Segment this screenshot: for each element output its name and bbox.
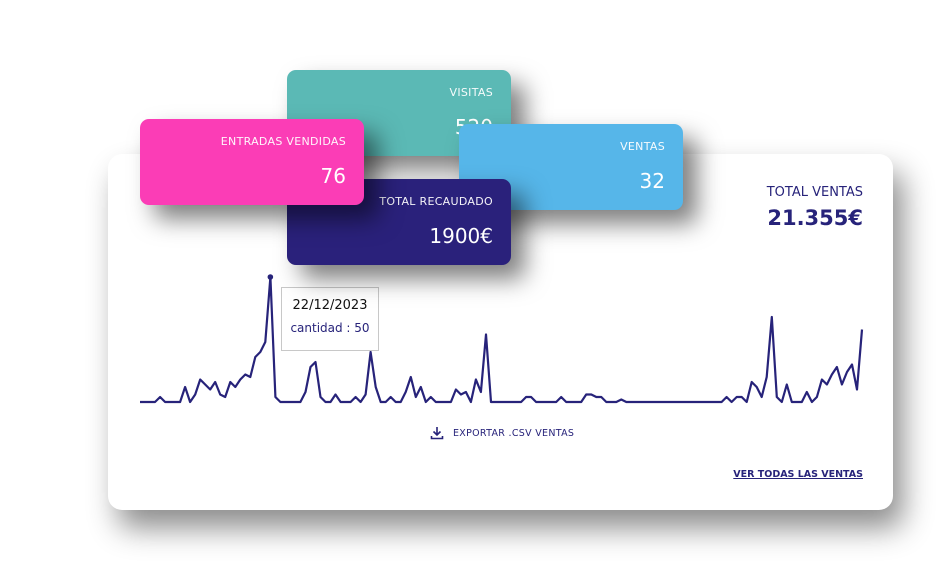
sales-line — [140, 275, 864, 404]
download-icon — [430, 427, 444, 440]
total-value: 21.355€ — [767, 206, 863, 230]
export-link[interactable]: EXPORTAR .CSV VENTAS — [453, 428, 575, 439]
card-revenue: TOTAL RECAUDADO 1900€ — [287, 179, 511, 265]
all-sales-link[interactable]: VER TODAS LAS VENTAS — [733, 469, 863, 480]
highlight-point — [267, 274, 274, 280]
card-tickets: ENTRADAS VENDIDAS 76 — [140, 119, 364, 205]
card-value: 76 — [320, 164, 346, 188]
card-value: 1900€ — [429, 224, 493, 248]
tooltip-text: cantidad : 50 — [290, 321, 370, 335]
card-label: VISITAS — [449, 86, 493, 99]
tooltip-date: 22/12/2023 — [292, 298, 368, 313]
total-label: TOTAL VENTAS — [766, 185, 863, 200]
tooltip: 22/12/2023 cantidad : 50 — [281, 287, 379, 351]
card-label: VENTAS — [620, 140, 665, 153]
card-value: 32 — [639, 169, 665, 193]
card-label: ENTRADAS VENDIDAS — [220, 135, 346, 148]
card-label: TOTAL RECAUDADO — [379, 195, 493, 208]
